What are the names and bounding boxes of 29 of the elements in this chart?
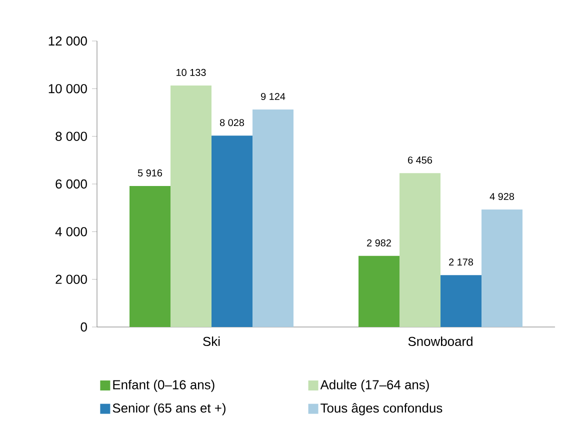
bar [400, 173, 441, 327]
data-label: 4 928 [490, 192, 514, 200]
legend-label: Tous âges confondus [320, 403, 442, 416]
x-tick-label: Ski [203, 336, 220, 346]
data-label: 2 178 [449, 258, 474, 266]
data-label: 6 456 [408, 156, 432, 164]
data-label: 2 982 [367, 239, 391, 246]
legend-label: Adulte (17–64 ans) [320, 380, 429, 392]
bar [482, 210, 523, 327]
y-tick-label: 10 000 [48, 84, 87, 94]
y-tick-label: 2 000 [56, 274, 87, 284]
bar [130, 186, 170, 327]
y-tick-label: 6 000 [56, 179, 87, 189]
data-label: 5 916 [138, 169, 162, 176]
bar [252, 110, 294, 327]
bar [440, 275, 482, 327]
legend-label: Senior (65 ans et +) [112, 403, 226, 416]
x-tick-label: Snowboard [408, 336, 472, 346]
y-tick-label: 8 000 [56, 132, 87, 141]
bar [170, 85, 212, 327]
bar [358, 256, 400, 327]
y-tick-label: 0 [80, 322, 87, 332]
data-label: 8 028 [220, 119, 244, 126]
legend-label: Enfant (0–16 ans) [113, 380, 214, 392]
bar [212, 136, 252, 327]
data-label: 10 133 [176, 68, 206, 76]
data-label: 9 124 [261, 92, 286, 100]
y-tick-label: 12 000 [48, 36, 87, 46]
y-tick-label: 4 000 [55, 227, 87, 236]
